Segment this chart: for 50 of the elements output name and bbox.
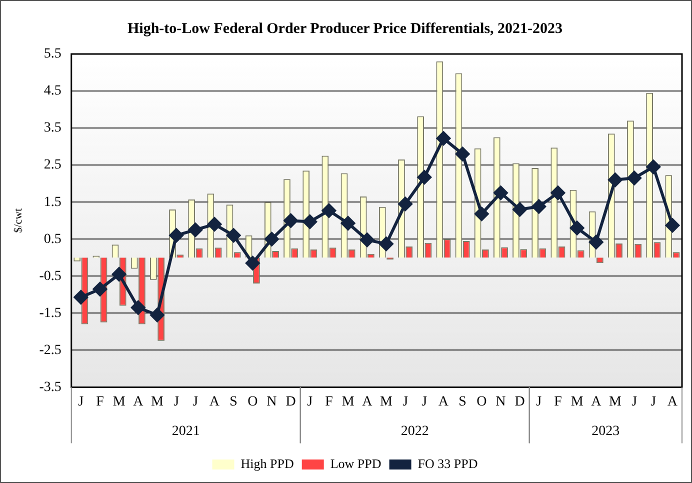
- y-tick-label: 1.5: [44, 194, 62, 210]
- x-tick-label: A: [667, 394, 678, 410]
- x-tick-label: F: [325, 394, 334, 410]
- legend-label: High PPD: [240, 456, 294, 471]
- y-tick-label: -2.5: [39, 342, 62, 358]
- y-axis-title: $/cwt: [12, 208, 24, 233]
- x-tick-label: M: [608, 394, 622, 410]
- x-tick-label: D: [514, 394, 525, 410]
- y-tick-label: 2.5: [44, 158, 62, 173]
- y-tick-label: 3.5: [44, 120, 62, 136]
- y-tick-label: -1.5: [39, 306, 62, 321]
- y-tick-label: -0.5: [39, 268, 62, 284]
- x-tick-label: S: [458, 394, 466, 410]
- x-tick-label: J: [536, 394, 542, 410]
- x-tick-label: J: [174, 394, 180, 410]
- x-tick-label: J: [402, 394, 409, 410]
- legend-label: Low PPD: [330, 456, 382, 471]
- text: 2023: [592, 424, 620, 439]
- x-tick-label: O: [248, 394, 258, 410]
- x-tick-label: M: [151, 394, 164, 410]
- x-tick-label: M: [380, 394, 393, 410]
- y-tick-label: 4.5: [44, 84, 62, 99]
- x-tick-label: A: [133, 394, 144, 410]
- x-tick-label: M: [112, 394, 126, 410]
- x-tick-label: J: [192, 394, 199, 410]
- chart-title: High-to-Low Federal Order Producer Price Differentials, 2021-2023: [127, 20, 563, 37]
- x-tick-label: M: [342, 394, 355, 410]
- x-tick-label: J: [78, 394, 84, 410]
- x-tick-label: A: [438, 394, 450, 410]
- x-tick-label: A: [209, 394, 220, 410]
- x-tick-label: N: [496, 394, 506, 410]
- x-tick-label: M: [570, 394, 584, 410]
- x-tick-label: D: [286, 394, 296, 410]
- x-tick-label: F: [554, 394, 562, 410]
- x-tick-label: A: [591, 394, 602, 410]
- x-tick-label: N: [266, 394, 277, 410]
- x-tick-label: O: [476, 394, 487, 410]
- y-tick-label: 5.5: [44, 46, 62, 62]
- x-tick-label: J: [422, 394, 428, 410]
- x-tick-label: F: [96, 394, 104, 410]
- x-tick-label: J: [650, 394, 657, 410]
- text: 2022: [400, 424, 429, 439]
- y-tick-label: 0.5: [44, 232, 62, 247]
- legend-label: FO 33 PPD: [418, 456, 478, 471]
- x-tick-label: J: [307, 394, 314, 410]
- x-tick-label: J: [632, 394, 638, 410]
- x-tick-label: S: [230, 394, 238, 410]
- x-tick-label: A: [362, 394, 374, 410]
- text: 2021: [172, 424, 200, 439]
- y-tick-label: -3.5: [39, 380, 62, 395]
